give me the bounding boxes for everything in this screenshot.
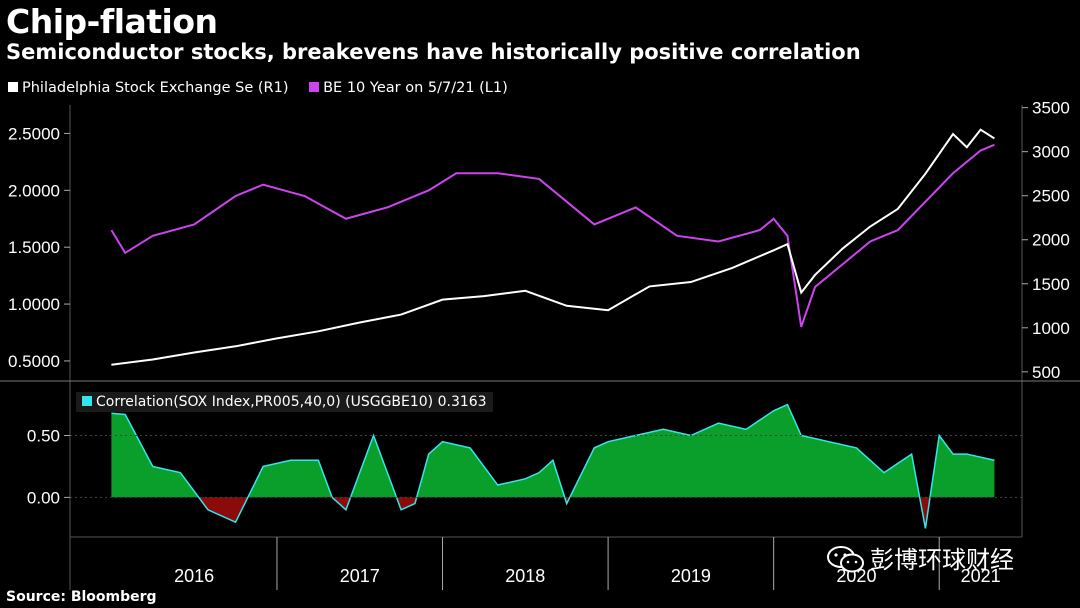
- legend-label-be: BE 10 Year on 5/7/21 (L1): [323, 80, 508, 96]
- y-corr-tick-label-1: 0.50: [27, 427, 60, 446]
- watermark: 彭博环球财经: [826, 540, 1014, 575]
- chart-subtitle: Semiconductor stocks, breakevens have hi…: [6, 40, 861, 64]
- x-year-label-2: 2018: [505, 566, 545, 586]
- watermark-text: 彭博环球财经: [870, 546, 1014, 574]
- legend-label-corr: Correlation(SOX Index,PR005,40,0) (USGGB…: [96, 394, 487, 410]
- y-left-tick-label-4: 2.5000: [8, 124, 60, 143]
- y-left-tick-label-0: 0.5000: [8, 352, 60, 371]
- y-right-tick-label-1: 1000: [1032, 319, 1070, 338]
- lower-legend: Correlation(SOX Index,PR005,40,0) (USGGB…: [76, 392, 493, 412]
- y-left-tick-label-2: 1.5000: [8, 238, 60, 257]
- y-right-tick-label-6: 3500: [1032, 99, 1070, 118]
- y-left-tick-label-1: 1.0000: [8, 295, 60, 314]
- x-year-label-1: 2017: [340, 566, 380, 586]
- y-right-tick-label-4: 2500: [1032, 187, 1070, 206]
- y-left-tick-label-3: 2.0000: [8, 181, 60, 200]
- legend-swatch-sox: [8, 82, 18, 92]
- legend-item-be: BE 10 Year on 5/7/21 (L1): [309, 80, 508, 96]
- correlation-area-positive: [111, 404, 995, 498]
- chart-title: Chip-flation: [6, 2, 218, 41]
- legend-label-sox: Philadelphia Stock Exchange Se (R1): [22, 80, 289, 96]
- x-year-label-5: 2021: [961, 566, 1001, 586]
- x-year-label-3: 2019: [671, 566, 711, 586]
- upper-legend: Philadelphia Stock Exchange Se (R1) BE 1…: [8, 80, 524, 96]
- wechat-icon: [827, 546, 864, 573]
- source-note: Source: Bloomberg: [6, 589, 157, 605]
- correlation-line: [111, 403, 995, 529]
- legend-swatch-corr: [82, 396, 92, 406]
- y-right-tick-label-5: 3000: [1032, 143, 1070, 162]
- legend-item-sox: Philadelphia Stock Exchange Se (R1): [8, 80, 289, 96]
- line-breakeven-10y: [110, 143, 995, 328]
- y-right-tick-label-0: 500: [1032, 363, 1060, 382]
- legend-swatch-be: [309, 82, 320, 92]
- line-sox-index: [111, 128, 995, 366]
- x-year-label-0: 2016: [174, 566, 214, 586]
- y-corr-tick-label-0: 0.00: [27, 488, 60, 507]
- y-right-tick-label-2: 1500: [1032, 275, 1070, 294]
- y-right-tick-label-3: 2000: [1032, 231, 1070, 250]
